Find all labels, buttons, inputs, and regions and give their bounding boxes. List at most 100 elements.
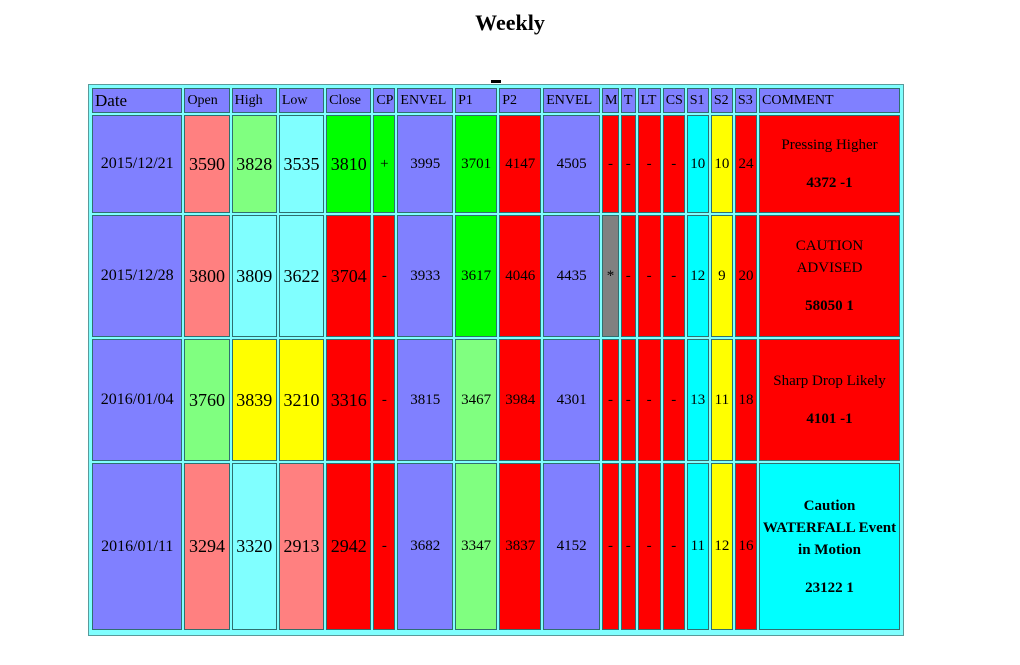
comment-number: 4101 -1 (806, 411, 853, 427)
weekly-table: Date Open High Low Close CP ENVEL P1 P2 ENVEL M T LT… (90, 86, 902, 632)
table-body: Date Open High Low Close CP ENVEL P1 P2 ENVEL M T LT… (92, 88, 900, 630)
cell-m: - (602, 115, 619, 213)
table-row: 2015/12/21 3590 3828 3535 3810 +3995 3701 4147 4… (92, 115, 900, 213)
cell-cp: - (373, 215, 396, 337)
table-row: 2016/01/11 3294 3320 2913 2942-3682 3347 3837 4… (92, 463, 900, 630)
cell-close: 3316 (326, 339, 372, 461)
cell-s3: 18 (734, 339, 757, 461)
page-title: Weekly (475, 10, 545, 35)
cell-t: - (620, 463, 636, 630)
comment-title: Sharp Drop Likely (773, 373, 886, 389)
cell-envel: 3682 (397, 463, 454, 630)
cell-p1: 3467 (455, 339, 498, 461)
comment-title: Caution WATERFALL Event in Motion (762, 497, 897, 558)
comment-number: 4372 -1 (806, 175, 853, 191)
cell-date: 2016/01/04 (92, 339, 183, 461)
cell-date: 2015/12/28 (92, 215, 183, 337)
cell-p1: 3617 (455, 215, 498, 337)
cell-envel: 3815 (397, 339, 454, 461)
comment-title: CAUTION ADVISED (795, 238, 864, 276)
cell-p2: 4147 (499, 115, 542, 213)
cell-envel: 4152 (543, 463, 601, 630)
cell-s1: 12 (686, 215, 709, 337)
cell-date: 2016/01/11 (92, 463, 183, 630)
cell-cs: - (662, 339, 685, 461)
cell-lt: - (637, 215, 661, 337)
cell-envel: 4505 (543, 115, 601, 213)
cell-lt: - (637, 339, 661, 461)
cell-cp: + (373, 115, 396, 213)
cell-t: - (620, 339, 636, 461)
cell-cs: - (662, 463, 685, 630)
cell-lt: - (637, 115, 661, 213)
cell-high: 3839 (231, 339, 277, 461)
cell-p2: 3837 (499, 463, 542, 630)
column-header-t: T (620, 88, 636, 113)
cell-close: 2942 (326, 463, 372, 630)
cell-open: 3760 (184, 339, 230, 461)
cell-envel: 3995 (397, 115, 454, 213)
cell-close: 3704 (326, 215, 372, 337)
column-header-s3: S3 (734, 88, 757, 113)
cell-s2: 10 (710, 115, 733, 213)
cell-cp: - (373, 463, 396, 630)
cell-s3: 20 (734, 215, 757, 337)
cell-envel: 4301 (543, 339, 601, 461)
cell-low: 2913 (278, 463, 325, 630)
divider-mark (491, 80, 501, 83)
cell-p1: 3347 (455, 463, 498, 630)
column-header-p2: P2 (499, 88, 542, 113)
cell-cp: - (373, 339, 396, 461)
comment-number: 23122 1 (805, 579, 854, 596)
column-header-close: Close (326, 88, 372, 113)
cell-s2: 9 (710, 215, 733, 337)
cell-s1: 13 (686, 339, 709, 461)
cell-s2: 11 (710, 339, 733, 461)
column-header-p1: P1 (455, 88, 498, 113)
cell-cs: - (662, 215, 685, 337)
cell-high: 3320 (231, 463, 277, 630)
cell-comment: Sharp Drop Likely 4101 -1 (759, 339, 900, 461)
cell-low: 3535 (278, 115, 325, 213)
weekly-table-container: Date Open High Low Close CP ENVEL P1 P2 ENVEL M T LT… (88, 84, 904, 636)
comment-number: 58050 1 (805, 298, 854, 314)
column-header-s2: S2 (710, 88, 733, 113)
header-row: Date Open High Low Close CP ENVEL P1 P2 ENVEL M T LT… (92, 88, 900, 113)
cell-p2: 4046 (499, 215, 542, 337)
cell-envel: 4435 (543, 215, 601, 337)
cell-comment: CAUTION ADVISED 58050 1 (759, 215, 900, 337)
table-row: 2016/01/04 3760 3839 3210 3316-3815 3467 3984 4… (92, 339, 900, 461)
cell-high: 3828 (231, 115, 277, 213)
cell-t: - (620, 115, 636, 213)
cell-t: - (620, 215, 636, 337)
comment-title: Pressing Higher (781, 137, 878, 153)
column-header-s1: S1 (686, 88, 709, 113)
cell-m: * (602, 215, 619, 337)
cell-high: 3809 (231, 215, 277, 337)
column-header-date: Date (92, 88, 183, 113)
cell-s3: 24 (734, 115, 757, 213)
cell-m: - (602, 339, 619, 461)
column-header-envel: ENVEL (397, 88, 454, 113)
cell-cs: - (662, 115, 685, 213)
cell-s3: 16 (734, 463, 757, 630)
cell-p2: 3984 (499, 339, 542, 461)
cell-s1: 10 (686, 115, 709, 213)
cell-date: 2015/12/21 (92, 115, 183, 213)
column-header-m: M (602, 88, 619, 113)
cell-open: 3800 (184, 215, 230, 337)
table-row: 2015/12/28 3800 3809 3622 3704-3933 3617 4046 4… (92, 215, 900, 337)
cell-lt: - (637, 463, 661, 630)
cell-p1: 3701 (455, 115, 498, 213)
cell-open: 3590 (184, 115, 230, 213)
cell-open: 3294 (184, 463, 230, 630)
cell-s1: 11 (686, 463, 709, 630)
cell-comment: Pressing Higher 4372 -1 (759, 115, 900, 213)
column-header-low: Low (278, 88, 325, 113)
cell-low: 3210 (278, 339, 325, 461)
cell-low: 3622 (278, 215, 325, 337)
column-header-open: Open (184, 88, 230, 113)
column-header-lt: LT (637, 88, 661, 113)
cell-m: - (602, 463, 619, 630)
cell-envel: 3933 (397, 215, 454, 337)
